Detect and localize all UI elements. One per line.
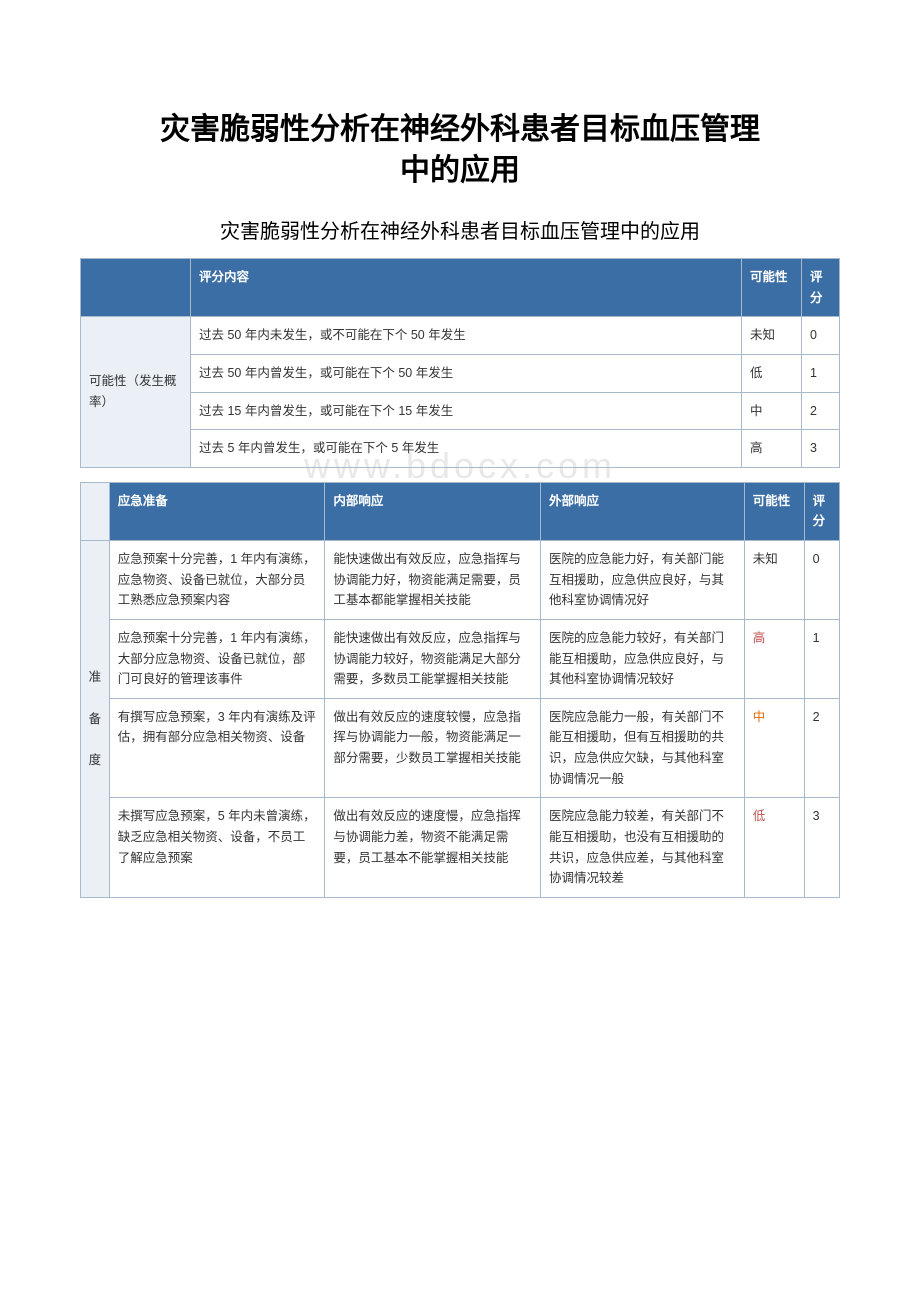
table-header-row: 应急准备 内部响应 外部响应 可能性 评分 (81, 482, 840, 540)
cell-poss: 中 (742, 392, 802, 430)
cell-poss: 低 (744, 798, 804, 898)
cell-score: 0 (804, 541, 839, 620)
header-internal: 内部响应 (325, 482, 541, 540)
cell-desc: 过去 50 年内未发生，或不可能在下个 50 年发生 (191, 317, 742, 355)
cell-poss: 中 (744, 698, 804, 798)
table-row: 过去 15 年内曾发生，或可能在下个 15 年发生 中 2 (81, 392, 840, 430)
cell-score: 1 (804, 619, 839, 698)
table-row: 准 备 度 应急预案十分完善，1 年内有演练，应急物资、设备已就位，大部分员工熟… (81, 541, 840, 620)
header-poss: 可能性 (744, 482, 804, 540)
cell-poss: 未知 (744, 541, 804, 620)
probability-table: 评分内容 可能性 评分 可能性（发生概率） 过去 50 年内未发生，或不可能在下… (80, 258, 840, 468)
cell-poss: 未知 (742, 317, 802, 355)
preparedness-table: 应急准备 内部响应 外部响应 可能性 评分 准 备 度 应急预案十分完善，1 年… (80, 482, 840, 898)
cell-prep: 未撰写应急预案，5 年内未曾演练，缺乏应急相关物资、设备，不员工了解应急预案 (109, 798, 325, 898)
cell-desc: 过去 15 年内曾发生，或可能在下个 15 年发生 (191, 392, 742, 430)
vert-char: 度 (89, 753, 102, 767)
page-content: 灾害脆弱性分析在神经外科患者目标血压管理 中的应用 灾害脆弱性分析在神经外科患者… (80, 110, 840, 898)
header-poss: 可能性 (742, 259, 802, 317)
cell-poss: 高 (744, 619, 804, 698)
cell-poss: 低 (742, 354, 802, 392)
cell-internal: 能快速做出有效反应，应急指挥与协调能力较好，物资能满足大部分需要，多数员工能掌握… (325, 619, 541, 698)
row-label-vertical: 准 备 度 (81, 541, 110, 898)
table-row: 有撰写应急预案，3 年内有演练及评估，拥有部分应急相关物资、设备 做出有效反应的… (81, 698, 840, 798)
vert-char: 准 (89, 670, 102, 684)
title-line-1: 灾害脆弱性分析在神经外科患者目标血压管理 (160, 113, 760, 146)
title-line-2: 中的应用 (400, 154, 520, 187)
table-row: 可能性（发生概率） 过去 50 年内未发生，或不可能在下个 50 年发生 未知 … (81, 317, 840, 355)
vert-char: 备 (89, 712, 102, 726)
cell-prep: 应急预案十分完善，1 年内有演练，应急物资、设备已就位，大部分员工熟悉应急预案内… (109, 541, 325, 620)
cell-external: 医院的应急能力较好，有关部门能互相援助，应急供应良好，与其他科室协调情况较好 (541, 619, 745, 698)
cell-desc: 过去 50 年内曾发生，或可能在下个 50 年发生 (191, 354, 742, 392)
cell-score: 1 (802, 354, 840, 392)
table-row: 过去 50 年内曾发生，或可能在下个 50 年发生 低 1 (81, 354, 840, 392)
cell-poss: 高 (742, 430, 802, 468)
header-external: 外部响应 (541, 482, 745, 540)
row-label: 可能性（发生概率） (81, 317, 191, 468)
header-blank (81, 259, 191, 317)
table-header-row: 评分内容 可能性 评分 (81, 259, 840, 317)
cell-score: 2 (804, 698, 839, 798)
header-prep: 应急准备 (109, 482, 325, 540)
cell-prep: 应急预案十分完善，1 年内有演练，大部分应急物资、设备已就位，部门可良好的管理该… (109, 619, 325, 698)
cell-score: 3 (804, 798, 839, 898)
cell-score: 0 (802, 317, 840, 355)
page-title: 灾害脆弱性分析在神经外科患者目标血压管理 中的应用 (80, 110, 840, 191)
page-subtitle: 灾害脆弱性分析在神经外科患者目标血压管理中的应用 (80, 215, 840, 244)
cell-score: 3 (802, 430, 840, 468)
cell-internal: 做出有效反应的速度较慢，应急指挥与协调能力一般，物资能满足一部分需要，少数员工掌… (325, 698, 541, 798)
cell-desc: 过去 5 年内曾发生，或可能在下个 5 年发生 (191, 430, 742, 468)
cell-internal: 能快速做出有效反应，应急指挥与协调能力好，物资能满足需要，员工基本都能掌握相关技… (325, 541, 541, 620)
cell-external: 医院应急能力一般，有关部门不能互相援助，但有互相援助的共识，应急供应欠缺，与其他… (541, 698, 745, 798)
table-row: 应急预案十分完善，1 年内有演练，大部分应急物资、设备已就位，部门可良好的管理该… (81, 619, 840, 698)
table-row: 过去 5 年内曾发生，或可能在下个 5 年发生 高 3 (81, 430, 840, 468)
cell-external: 医院的应急能力好，有关部门能互相援助，应急供应良好，与其他科室协调情况好 (541, 541, 745, 620)
cell-prep: 有撰写应急预案，3 年内有演练及评估，拥有部分应急相关物资、设备 (109, 698, 325, 798)
header-score: 评分 (804, 482, 839, 540)
cell-external: 医院应急能力较差，有关部门不能互相援助，也没有互相援助的共识，应急供应差，与其他… (541, 798, 745, 898)
table-row: 未撰写应急预案，5 年内未曾演练，缺乏应急相关物资、设备，不员工了解应急预案 做… (81, 798, 840, 898)
header-desc: 评分内容 (191, 259, 742, 317)
header-score: 评分 (802, 259, 840, 317)
cell-score: 2 (802, 392, 840, 430)
header-blank (81, 482, 110, 540)
cell-internal: 做出有效反应的速度慢，应急指挥与协调能力差，物资不能满足需要，员工基本不能掌握相… (325, 798, 541, 898)
